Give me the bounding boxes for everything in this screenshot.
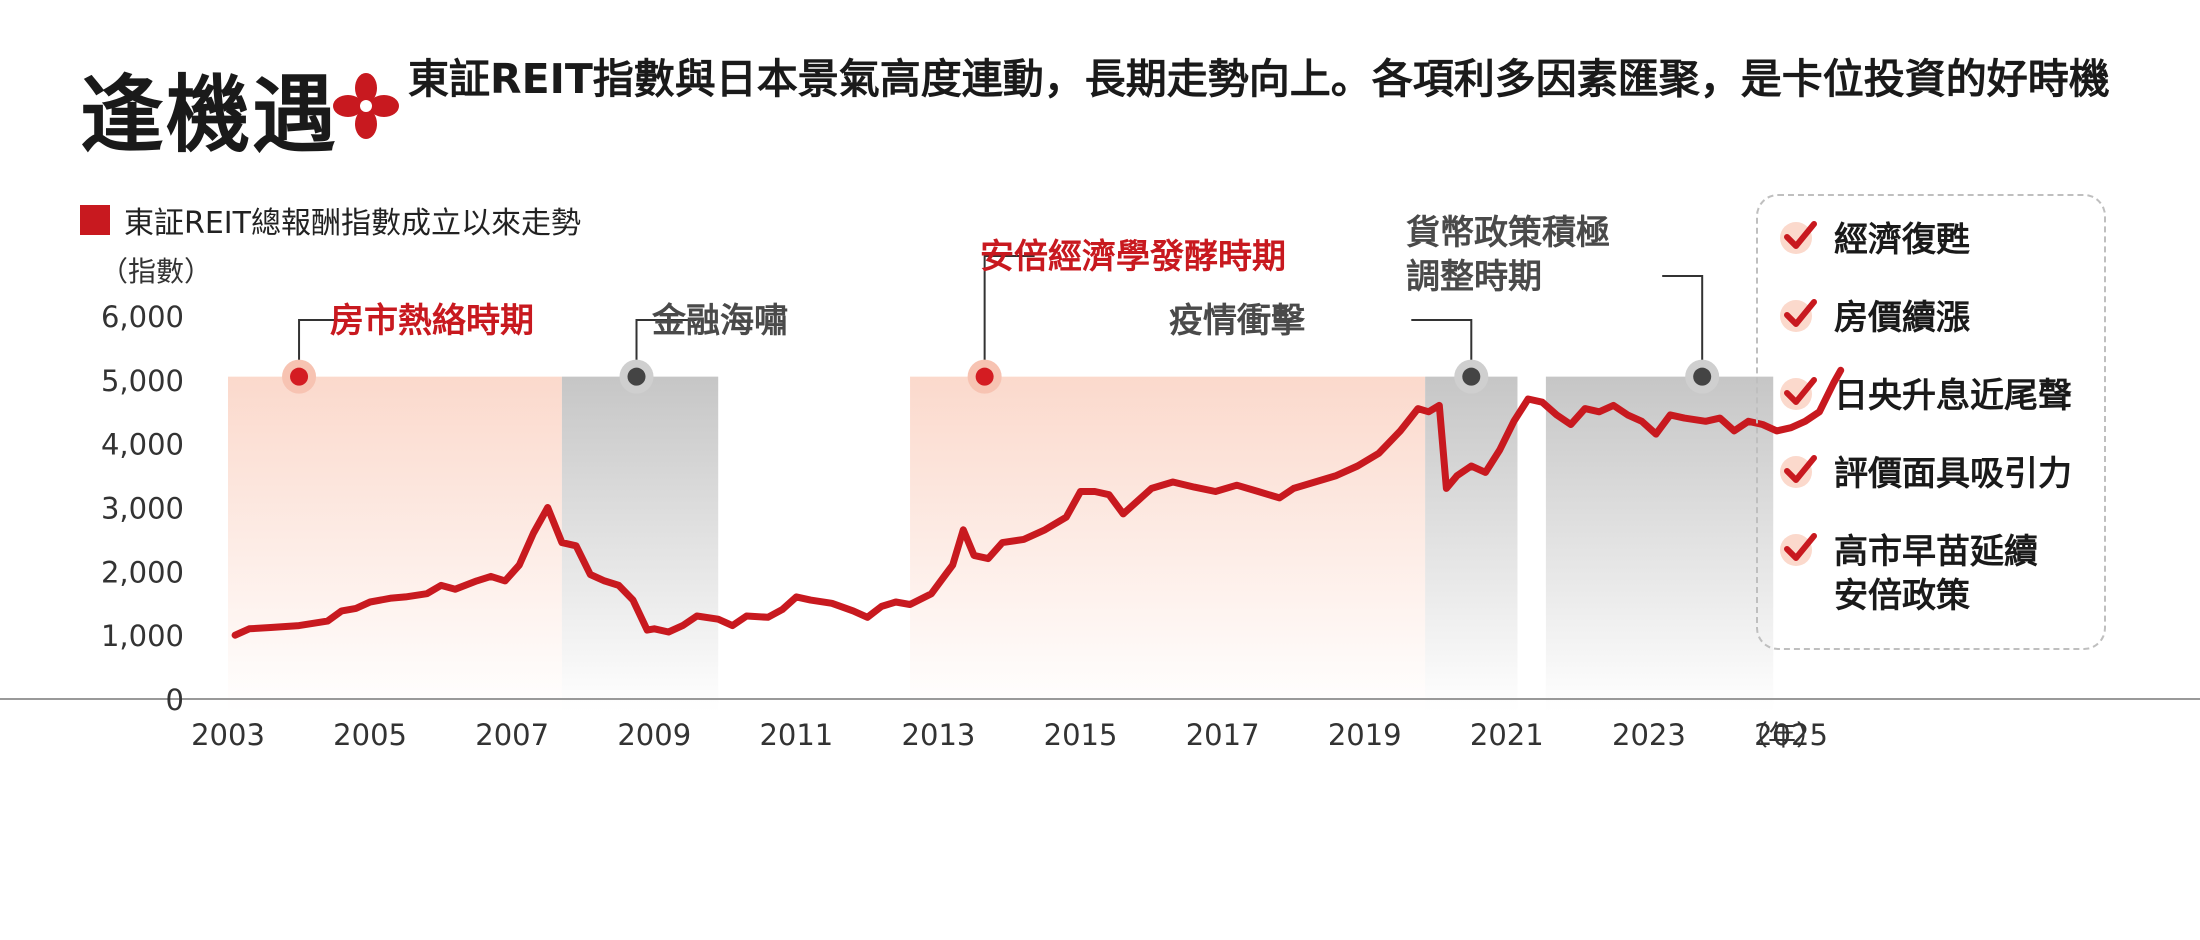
callout-leader — [298, 319, 350, 363]
checklist-item: 評價面具吸引力 — [1778, 452, 2086, 496]
checklist-item: 高市早苗延續 安倍政策 — [1778, 530, 2086, 618]
check-icon — [1780, 299, 1817, 332]
y-axis-label: （指數） — [100, 255, 212, 288]
checklist-item-label: 房價續漲 — [1834, 298, 1970, 338]
x-tick-label: 2025 — [1754, 718, 1828, 752]
callout-label-line: 調整時期 — [1406, 257, 1542, 297]
callout-label: 金融海嘯 — [651, 301, 788, 341]
x-tick-label: 2019 — [1328, 718, 1402, 752]
x-tick-label: 2009 — [617, 718, 691, 752]
x-tick-label: 2005 — [333, 718, 407, 752]
callout-red-0: 房市熱絡時期 — [282, 301, 534, 394]
callout-dark-3: 疫情衝擊 — [1169, 301, 1489, 394]
y-tick-label: 6,000 — [101, 300, 184, 334]
y-tick-label: 0 — [166, 683, 184, 717]
y-tick-label: 5,000 — [101, 364, 184, 398]
x-tick-label: 2023 — [1612, 718, 1686, 752]
callout-leader — [635, 319, 697, 363]
x-tick-label: 2003 — [191, 718, 265, 752]
callout-dark-4: 貨幣政策積極調整時期 — [1406, 213, 1720, 394]
x-tick-label: 2021 — [1470, 718, 1544, 752]
brand-flower-icon — [333, 73, 399, 139]
checklist-item: 經濟復甦 — [1778, 218, 2086, 262]
check-icon — [1780, 377, 1817, 410]
callout-label: 貨幣政策積極調整時期 — [1406, 213, 1610, 297]
band-1 — [561, 376, 719, 712]
checklist-item-label: 評價面具吸引力 — [1834, 454, 2072, 494]
callout-marker — [627, 367, 646, 386]
y-tick-label: 4,000 — [101, 428, 184, 462]
callout-label: 房市熱絡時期 — [330, 301, 534, 341]
callout-leader — [1411, 319, 1473, 363]
chart-legend: 東証REIT總報酬指數成立以來走勢 — [80, 198, 581, 242]
callout-label: 疫情衝擊 — [1169, 301, 1306, 341]
series-line — [231, 366, 1845, 639]
x-tick-label: 2017 — [1186, 718, 1260, 752]
callout-dark-1: 金融海嘯 — [619, 301, 788, 394]
line-chart: 0 1,000 2,000 3,000 4,000 5,000 6,000 2003 2005 2… — [0, 213, 2200, 752]
callout-label-line: 貨幣政策積極 — [1406, 213, 1610, 253]
check-icon — [1780, 221, 1817, 254]
x-tick-label: 2011 — [759, 718, 833, 752]
callout-marker — [975, 367, 994, 386]
checklist-item-label: 日央升息近尾聲 — [1834, 376, 2072, 416]
checklist-item-label: 高市早苗延續 安倍政策 — [1834, 532, 2038, 616]
check-icon — [1780, 455, 1817, 488]
checklist-item: 房價續漲 — [1778, 296, 2086, 340]
check-icon — [1780, 533, 1817, 566]
band-2 — [910, 376, 1426, 712]
x-axis-label: （年） — [1740, 719, 1824, 752]
legend-label: 東証REIT總報酬指數成立以來走勢 — [124, 206, 581, 241]
checklist-item: 日央升息近尾聲 — [1778, 374, 2086, 418]
x-tick-label: 2013 — [902, 718, 976, 752]
callout-marker — [1462, 367, 1481, 386]
legend-swatch — [80, 205, 110, 235]
callout-label: 安倍經濟學發酵時期 — [980, 237, 1286, 277]
page-subtitle: 東証REIT指數與日本景氣高度連動，長期走勢向上。各項利多因素匯聚，是卡位投資的… — [408, 55, 2110, 103]
x-tick-label: 2007 — [475, 718, 549, 752]
callout-leader — [1662, 275, 1704, 363]
callout-marker — [1693, 367, 1712, 386]
band-0 — [228, 376, 562, 712]
callout-red-2: 安倍經濟學發酵時期 — [967, 237, 1286, 394]
page-title: 逢機遇 — [80, 66, 339, 164]
x-tick-label: 2015 — [1044, 718, 1118, 752]
callout-leader — [983, 255, 1035, 363]
checklist-item-label: 經濟復甦 — [1834, 220, 1970, 260]
y-tick-label: 3,000 — [101, 492, 184, 526]
callout-marker — [290, 367, 309, 386]
y-tick-label: 1,000 — [101, 619, 184, 653]
checklist-box: 經濟復甦房價續漲日央升息近尾聲 評價面具吸引力高市早苗延續 安倍政策 — [1756, 194, 2106, 650]
y-tick-label: 2,000 — [101, 555, 184, 589]
